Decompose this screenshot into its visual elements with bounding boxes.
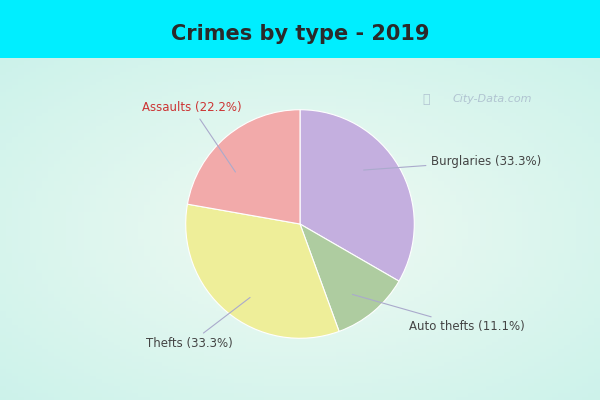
Text: Thefts (33.3%): Thefts (33.3%) [146,298,250,350]
Text: Auto thefts (11.1%): Auto thefts (11.1%) [352,294,524,333]
Text: ⓘ: ⓘ [422,92,430,106]
Wedge shape [187,110,300,224]
Text: City-Data.com: City-Data.com [452,94,532,104]
Text: Assaults (22.2%): Assaults (22.2%) [142,101,242,172]
Wedge shape [186,204,339,338]
Wedge shape [300,110,414,281]
Text: Crimes by type - 2019: Crimes by type - 2019 [171,24,429,44]
Wedge shape [300,224,399,331]
Text: Burglaries (33.3%): Burglaries (33.3%) [364,155,542,170]
